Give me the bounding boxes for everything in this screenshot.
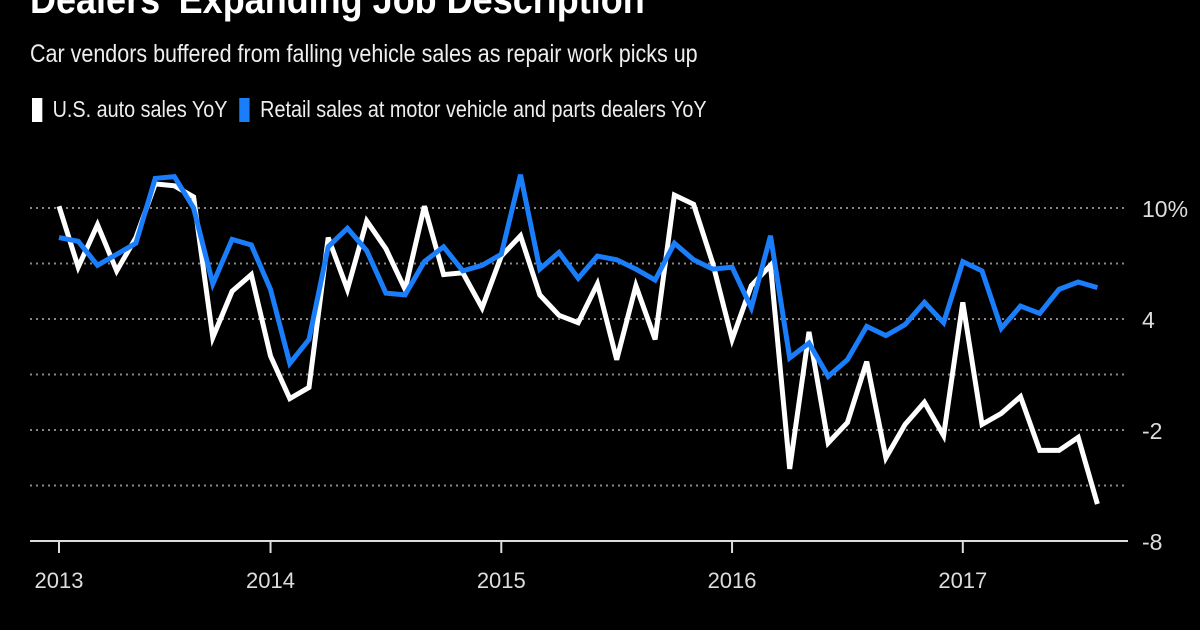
x-tick-label: 2015 [477,568,526,593]
x-tick-label: 2014 [246,568,295,593]
series-line-auto-sales [56,181,1100,505]
legend-swatch-white [32,97,43,122]
legend-item-auto-sales: U.S. auto sales YoY [32,96,227,123]
chart-subtitle: Car vendors buffered from falling vehicl… [30,40,698,68]
legend-item-retail-sales: Retail sales at motor vehicle and parts … [239,96,707,123]
chart-title: Dealers' Expanding Job Description [30,0,645,22]
x-tick-label: 2017 [938,568,987,593]
y-tick-label: -8 [1142,529,1162,555]
legend: U.S. auto sales YoY Retail sales at moto… [32,96,719,123]
y-tick-label: 4 [1142,307,1155,333]
legend-label: U.S. auto sales YoY [52,96,228,122]
x-tick-label: 2013 [35,568,84,593]
legend-label: Retail sales at motor vehicle and parts … [260,96,707,122]
series-line-retail-sales [58,173,1099,381]
y-tick-label: 10% [1142,196,1188,222]
x-tick-label: 2016 [708,568,757,593]
y-tick-label: -2 [1142,418,1162,444]
legend-swatch-blue [239,97,250,122]
